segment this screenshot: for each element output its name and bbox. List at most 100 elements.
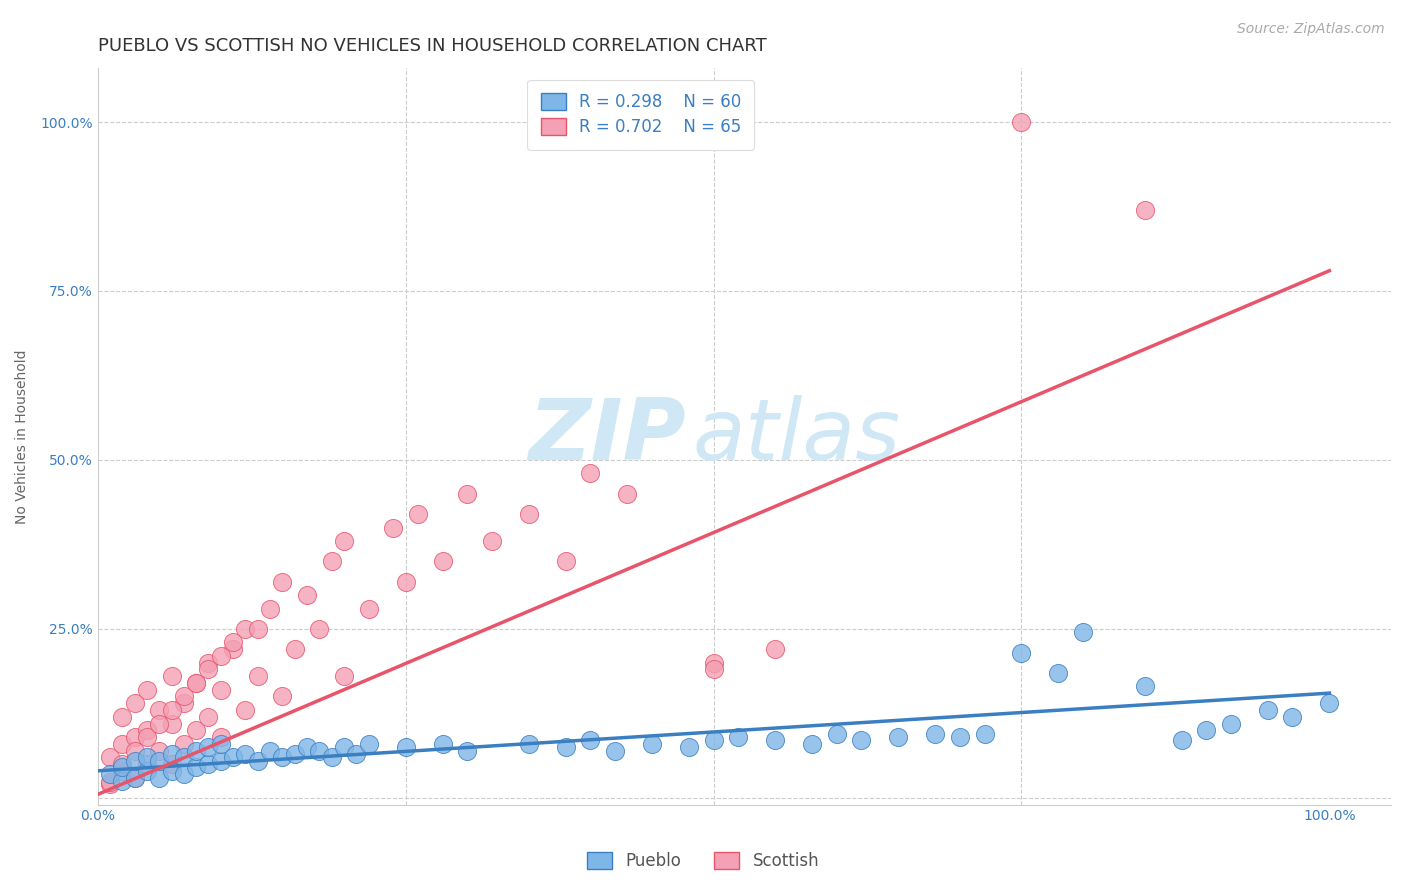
Point (186, 676, 208, 690)
Point (801, 737, 824, 751)
Point (222, 635, 245, 649)
Point (111, 760, 134, 774)
Point (641, 737, 664, 751)
Point (702, 656, 724, 670)
Point (160, 716, 183, 731)
Point (173, 690, 195, 704)
Point (1133, 679, 1156, 693)
Point (1257, 703, 1279, 717)
Point (209, 737, 232, 751)
Point (111, 774, 134, 789)
Text: ZIP: ZIP (529, 395, 686, 478)
Point (160, 747, 183, 761)
Point (1133, 202, 1156, 217)
Point (135, 682, 157, 697)
Point (186, 743, 208, 757)
Point (173, 767, 195, 781)
Point (124, 771, 146, 785)
Point (197, 740, 219, 755)
Point (481, 534, 503, 549)
Point (160, 669, 183, 683)
Point (135, 730, 157, 744)
Point (727, 730, 749, 744)
Point (235, 747, 257, 761)
Point (973, 726, 995, 740)
Point (222, 750, 245, 764)
Point (1219, 716, 1241, 731)
Point (702, 733, 724, 747)
Point (357, 601, 380, 615)
Point (209, 754, 232, 768)
Point (333, 740, 356, 755)
Point (616, 487, 638, 501)
Point (295, 588, 318, 602)
Point (148, 754, 170, 768)
Point (763, 642, 786, 657)
Point (321, 554, 343, 568)
Text: atlas: atlas (693, 395, 901, 478)
Text: Source: ZipAtlas.com: Source: ZipAtlas.com (1237, 22, 1385, 37)
Point (259, 743, 281, 757)
Point (173, 750, 195, 764)
Point (1071, 625, 1094, 640)
Point (394, 574, 416, 589)
Point (209, 730, 232, 744)
Point (173, 696, 195, 710)
Point (406, 507, 429, 521)
Point (235, 622, 257, 636)
Point (603, 743, 626, 757)
Point (111, 757, 134, 772)
Point (98, 777, 121, 791)
Legend: R = 0.298    N = 60, R = 0.702    N = 65: R = 0.298 N = 60, R = 0.702 N = 65 (527, 80, 755, 150)
Point (197, 656, 219, 670)
Point (333, 534, 356, 549)
Point (517, 507, 540, 521)
Point (186, 760, 208, 774)
Point (135, 723, 157, 738)
Point (1010, 115, 1032, 129)
Point (148, 703, 170, 717)
Point (124, 730, 146, 744)
Point (209, 682, 232, 697)
Point (382, 520, 405, 534)
Point (209, 648, 232, 663)
Point (825, 726, 848, 740)
Point (235, 703, 257, 717)
Point (1319, 696, 1341, 710)
Point (197, 757, 219, 772)
Point (259, 601, 281, 615)
Point (197, 663, 219, 677)
Point (579, 733, 602, 747)
Point (924, 726, 946, 740)
Point (1170, 733, 1192, 747)
Point (246, 622, 269, 636)
Point (308, 622, 330, 636)
Point (1281, 710, 1303, 724)
Point (135, 764, 157, 778)
Point (98, 767, 121, 781)
Point (246, 669, 269, 683)
Point (186, 676, 208, 690)
Point (517, 737, 540, 751)
Point (887, 730, 910, 744)
Text: PUEBLO VS SCOTTISH NO VEHICLES IN HOUSEHOLD CORRELATION CHART: PUEBLO VS SCOTTISH NO VEHICLES IN HOUSEH… (97, 37, 766, 55)
Point (702, 663, 724, 677)
Point (456, 743, 478, 757)
Point (135, 757, 157, 772)
Y-axis label: No Vehicles in Household: No Vehicles in Household (15, 349, 30, 524)
Point (284, 642, 307, 657)
Point (271, 574, 294, 589)
Point (124, 754, 146, 768)
Point (333, 669, 356, 683)
Point (124, 771, 146, 785)
Point (1047, 665, 1070, 680)
Point (111, 737, 134, 751)
Point (186, 723, 208, 738)
Point (98, 774, 121, 789)
Point (111, 710, 134, 724)
Point (432, 737, 454, 751)
Point (160, 703, 183, 717)
Point (173, 737, 195, 751)
Point (949, 730, 972, 744)
Point (160, 757, 183, 772)
